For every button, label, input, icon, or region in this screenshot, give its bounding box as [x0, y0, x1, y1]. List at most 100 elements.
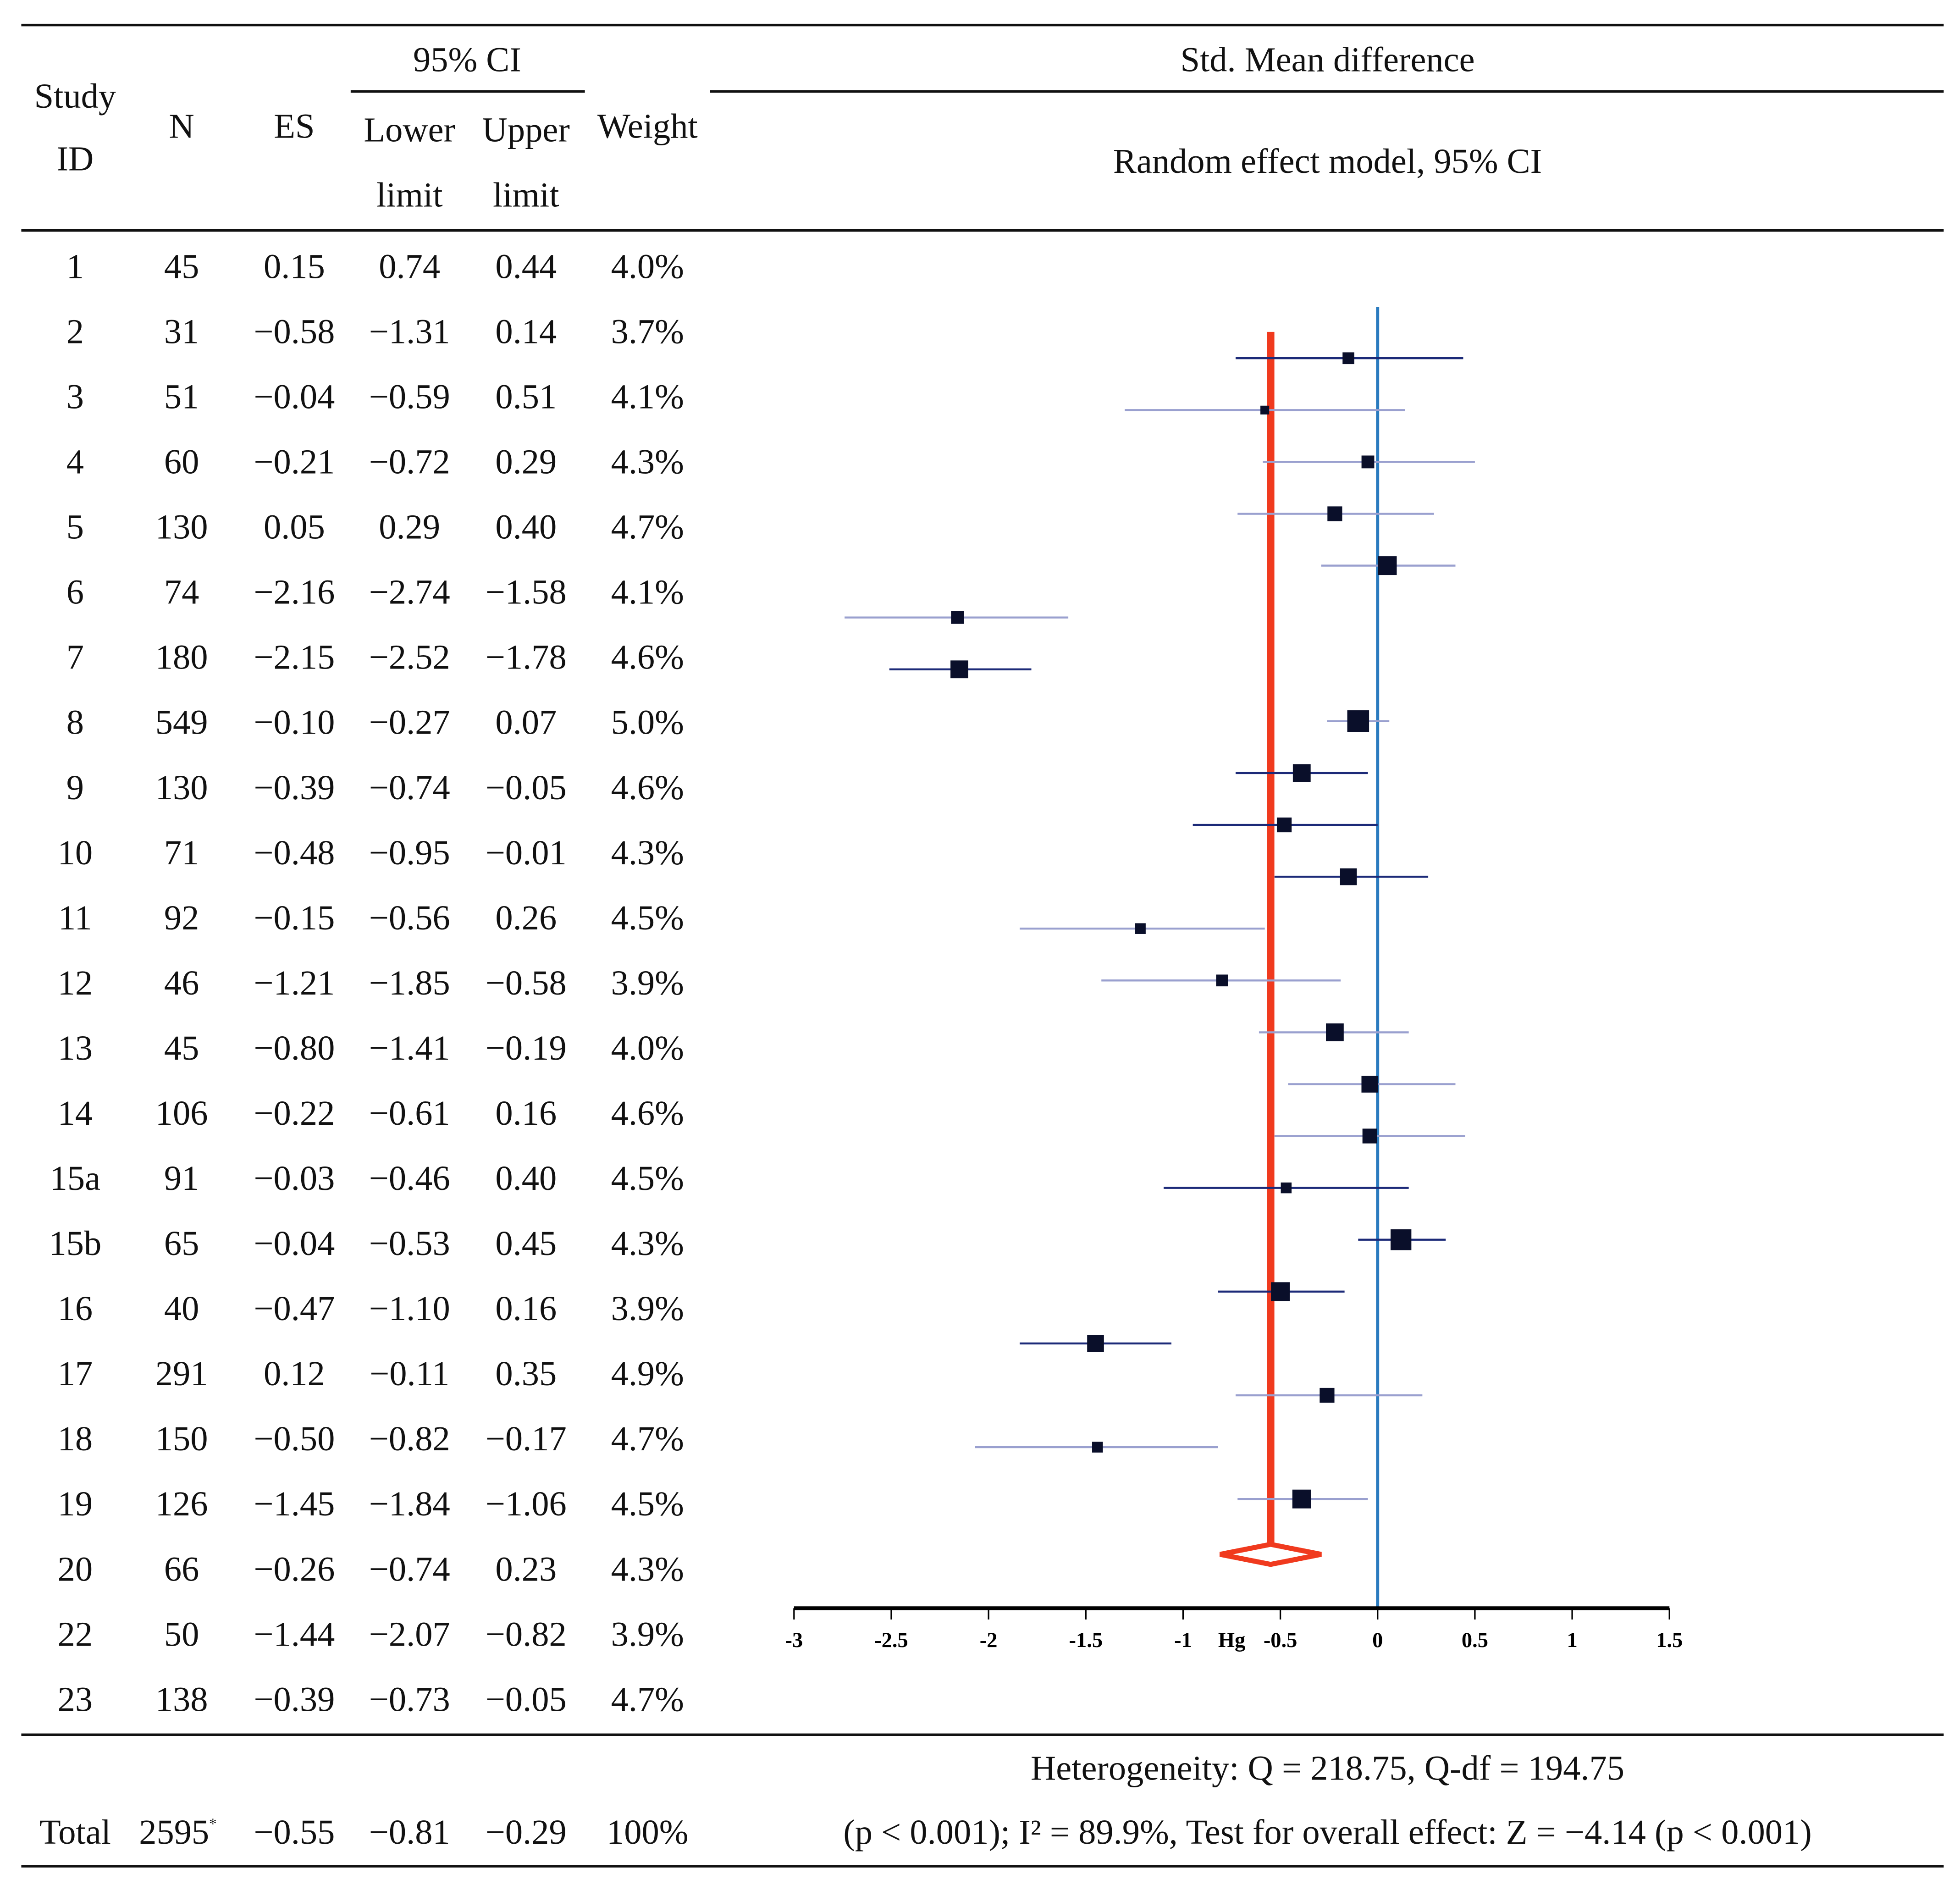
- row-upper: 0.51: [495, 378, 557, 417]
- x-tick-label: 1: [1567, 1629, 1577, 1652]
- row-id: 1: [66, 248, 84, 287]
- row-upper: −0.05: [485, 769, 567, 808]
- row-lower: 0.29: [379, 509, 441, 547]
- row-lower: −0.56: [369, 899, 450, 938]
- row-es: 0.15: [264, 248, 325, 287]
- row-es: −0.80: [254, 1029, 335, 1069]
- plot-subtitle: Random effect model, 95% CI: [1113, 143, 1542, 182]
- row-weight: 4.3%: [611, 1550, 684, 1590]
- row-lower: −0.27: [369, 704, 450, 743]
- header-weight: Weight: [597, 107, 698, 147]
- row-n: 45: [164, 248, 199, 287]
- row-lower: −2.52: [369, 639, 450, 678]
- row-es: −0.50: [254, 1420, 335, 1459]
- row-upper: 0.16: [495, 1095, 557, 1134]
- effect-marker: [1362, 1128, 1377, 1144]
- row-id: 15b: [49, 1225, 102, 1264]
- row-weight: 4.3%: [611, 443, 684, 482]
- row-n: 51: [164, 378, 199, 417]
- row-upper: 0.40: [495, 509, 557, 547]
- x-tick-label: 0: [1372, 1629, 1383, 1652]
- row-lower: −2.74: [369, 574, 450, 613]
- row-id: 3: [66, 378, 84, 417]
- row-id: 14: [57, 1095, 93, 1134]
- row-upper: −0.82: [485, 1615, 567, 1655]
- row-es: −0.03: [254, 1160, 335, 1199]
- row-id: 22: [57, 1615, 93, 1655]
- row-weight: 4.7%: [611, 509, 684, 547]
- row-es: 0.05: [264, 509, 325, 547]
- row-n: 92: [164, 899, 199, 938]
- row-id: 19: [57, 1485, 93, 1525]
- row-id: 20: [57, 1550, 93, 1590]
- row-weight: 5.0%: [611, 704, 684, 743]
- row-upper: 0.35: [495, 1355, 557, 1394]
- row-weight: 4.0%: [611, 1029, 684, 1069]
- row-weight: 4.0%: [611, 248, 684, 287]
- row-lower: −1.31: [369, 313, 450, 352]
- effect-marker: [1087, 1335, 1104, 1352]
- row-n: 66: [164, 1550, 199, 1590]
- row-n: 291: [155, 1355, 208, 1394]
- row-weight: 4.3%: [611, 834, 684, 873]
- total-label: Total: [39, 1813, 111, 1853]
- effect-marker: [1216, 974, 1228, 987]
- row-upper: 0.29: [495, 443, 557, 482]
- row-weight: 4.5%: [611, 1485, 684, 1525]
- row-upper: −1.58: [485, 574, 567, 613]
- row-lower: −0.53: [369, 1225, 450, 1264]
- ci-underline: [350, 90, 585, 92]
- effect-marker: [1271, 1282, 1290, 1301]
- row-lower: −0.61: [369, 1095, 450, 1134]
- row-weight: 4.9%: [611, 1355, 684, 1394]
- row-id: 12: [57, 964, 93, 1004]
- row-lower: −0.82: [369, 1420, 450, 1459]
- plot-title-underline: [710, 90, 1944, 92]
- total-n: 2595*: [139, 1815, 216, 1851]
- row-weight: 4.5%: [611, 1160, 684, 1199]
- x-axis-label: Hg: [1218, 1629, 1245, 1652]
- effect-marker: [1320, 1387, 1335, 1403]
- row-id: 5: [66, 509, 84, 547]
- header-lower-limit: limit: [376, 177, 443, 216]
- row-lower: −0.95: [369, 834, 450, 873]
- row-upper: 0.26: [495, 899, 557, 938]
- row-upper: −0.01: [485, 834, 567, 873]
- row-lower: −0.73: [369, 1680, 450, 1720]
- row-weight: 3.9%: [611, 1290, 684, 1329]
- effect-marker: [950, 660, 968, 679]
- row-upper: −1.06: [485, 1485, 567, 1525]
- row-weight: 4.1%: [611, 378, 684, 417]
- row-n: 50: [164, 1615, 199, 1655]
- effect-marker: [1135, 923, 1146, 934]
- row-weight: 3.9%: [611, 964, 684, 1004]
- row-upper: −0.17: [485, 1420, 567, 1459]
- row-n: 60: [164, 443, 199, 482]
- row-weight: 4.3%: [611, 1225, 684, 1264]
- x-tick-label: 1.5: [1656, 1629, 1683, 1652]
- row-n: 31: [164, 313, 199, 352]
- row-es: −0.15: [254, 899, 335, 938]
- row-n: 71: [164, 834, 199, 873]
- row-es: −0.26: [254, 1550, 335, 1590]
- row-id: 23: [57, 1680, 93, 1720]
- overall-effect-text: (p < 0.001); I² = 89.9%, Test for overal…: [843, 1813, 1812, 1853]
- row-id: 18: [57, 1420, 93, 1459]
- heterogeneity-text: Heterogeneity: Q = 218.75, Q-df = 194.75: [1031, 1750, 1624, 1789]
- row-weight: 4.6%: [611, 639, 684, 678]
- row-es: −0.48: [254, 834, 335, 873]
- row-id: 4: [66, 443, 84, 482]
- row-es: −2.15: [254, 639, 335, 678]
- row-lower: −0.46: [369, 1160, 450, 1199]
- row-es: −0.47: [254, 1290, 335, 1329]
- row-weight: 4.7%: [611, 1420, 684, 1459]
- header-es: ES: [274, 107, 315, 147]
- row-upper: −1.78: [485, 639, 567, 678]
- row-upper: 0.14: [495, 313, 557, 352]
- row-lower: −1.84: [369, 1485, 450, 1525]
- row-id: 15a: [50, 1160, 101, 1199]
- row-n: 45: [164, 1029, 199, 1069]
- total-weight: 100%: [607, 1813, 689, 1853]
- row-n: 65: [164, 1225, 199, 1264]
- effect-marker: [1092, 1442, 1103, 1453]
